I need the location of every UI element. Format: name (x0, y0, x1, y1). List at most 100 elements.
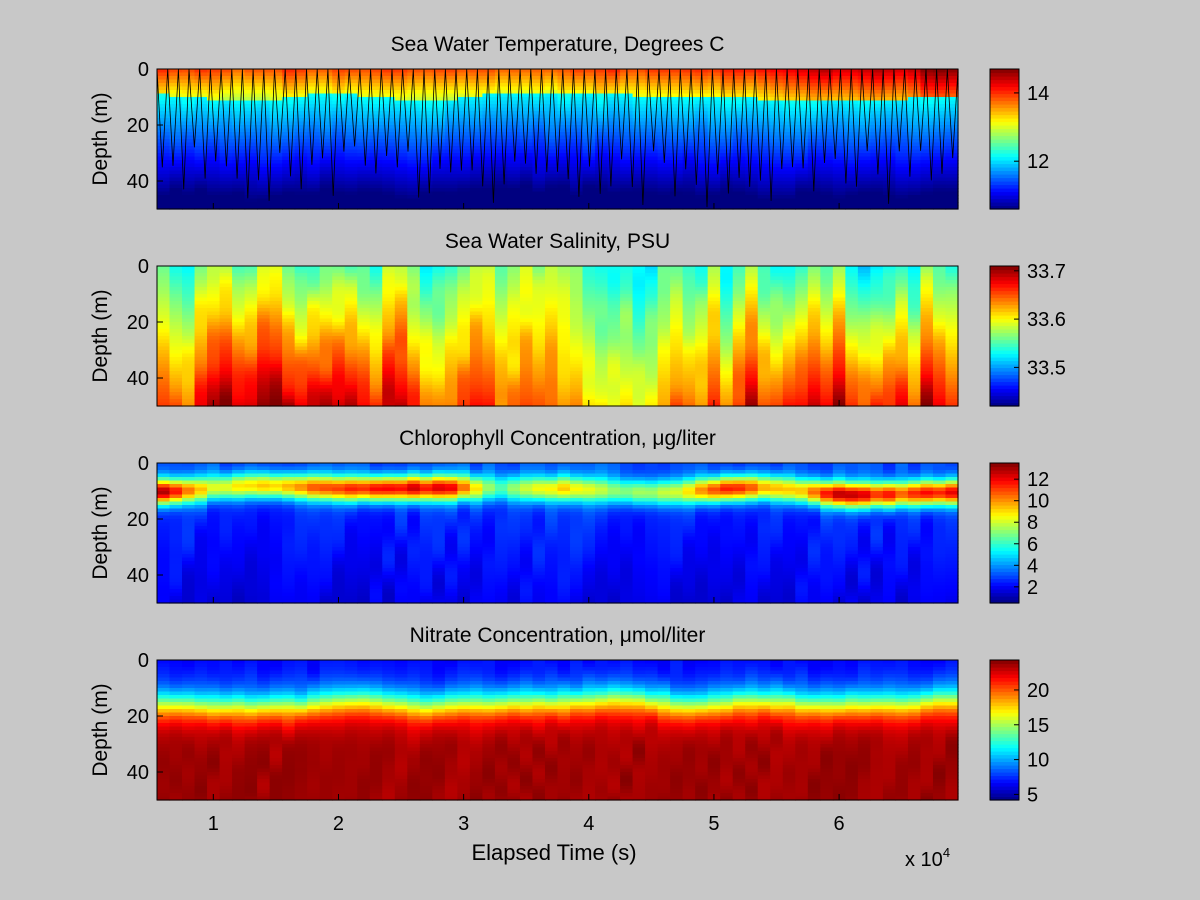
heatmap-cell (344, 163, 358, 168)
heatmap-cell (582, 276, 596, 281)
heatmap-cell (570, 93, 584, 98)
heatmap-cell (932, 198, 947, 203)
heatmap-cell (907, 107, 922, 112)
heatmap-cell (519, 315, 534, 320)
heatmap-cell (732, 107, 746, 112)
heatmap-cell (332, 318, 346, 323)
heatmap-cell (882, 121, 897, 126)
heatmap-cell (920, 114, 934, 119)
heatmap-cell (845, 139, 859, 144)
heatmap-cell (695, 280, 709, 285)
heatmap-cell (319, 381, 333, 386)
heatmap-cell (595, 142, 609, 147)
heatmap-cell (544, 273, 559, 278)
heatmap-cell (657, 149, 671, 154)
heatmap-cell (207, 174, 221, 179)
heatmap-cell (244, 322, 258, 327)
heatmap-cell (369, 198, 383, 203)
heatmap-cell (807, 191, 821, 196)
heatmap-cell (432, 72, 446, 77)
heatmap-cell (720, 297, 734, 302)
heatmap-cell (269, 69, 283, 74)
heatmap-cell (945, 174, 959, 179)
heatmap-cell (532, 301, 546, 306)
heatmap-cell (357, 378, 371, 383)
heatmap-cell (770, 385, 784, 390)
heatmap-cell (932, 188, 947, 193)
heatmap-cell (169, 121, 183, 126)
heatmap-cell (670, 266, 684, 271)
heatmap-cell (157, 322, 171, 327)
heatmap-cell (557, 343, 571, 348)
heatmap-cell (895, 269, 909, 274)
heatmap-cell (895, 294, 909, 299)
heatmap-cell (482, 360, 496, 365)
heatmap-cell (307, 121, 321, 126)
heatmap-cell (707, 343, 721, 348)
heatmap-cell (582, 357, 596, 362)
heatmap-cell (219, 280, 233, 285)
heatmap-cell (695, 149, 709, 154)
heatmap-cell (432, 353, 446, 358)
heatmap-cell (232, 301, 246, 306)
heatmap-cell (695, 357, 709, 362)
heatmap-cell (757, 153, 771, 158)
heatmap-cell (457, 149, 471, 154)
heatmap-cell (207, 336, 221, 341)
heatmap-cell (169, 181, 183, 186)
heatmap-cell (369, 399, 383, 404)
heatmap-cell (207, 304, 221, 309)
heatmap-cell (670, 294, 684, 299)
heatmap-cell (645, 177, 659, 182)
heatmap-cell (857, 378, 871, 383)
heatmap-cell (169, 83, 183, 88)
heatmap-cell (369, 132, 383, 137)
heatmap-cell (832, 97, 846, 102)
heatmap-cell (657, 163, 671, 168)
heatmap-cell (269, 357, 283, 362)
heatmap-cell (507, 357, 521, 362)
heatmap-cell (745, 290, 759, 295)
heatmap-cell (232, 357, 246, 362)
heatmap-cell (344, 395, 358, 400)
heatmap-cell (670, 297, 684, 302)
heatmap-cell (857, 195, 871, 200)
heatmap-cell (432, 371, 446, 376)
heatmap-cell (832, 392, 846, 397)
heatmap-cell (419, 269, 433, 274)
heatmap-cell (807, 297, 821, 302)
heatmap-cell (207, 153, 221, 158)
heatmap-cell (469, 360, 484, 365)
heatmap-cell (832, 360, 846, 365)
heatmap-cell (707, 318, 721, 323)
heatmap-cell (907, 97, 922, 102)
heatmap-cell (544, 364, 559, 369)
heatmap-cell (182, 142, 196, 147)
heatmap-cell (632, 374, 646, 379)
heatmap-cell (469, 167, 484, 172)
heatmap-cell (307, 371, 321, 376)
heatmap-cell (257, 132, 271, 137)
heatmap-cell (482, 297, 496, 302)
heatmap-cell (582, 181, 596, 186)
heatmap-cell (807, 318, 821, 323)
heatmap-cell (607, 135, 621, 140)
heatmap-cell (795, 93, 809, 98)
heatmap-cell (620, 290, 634, 295)
heatmap-cell (782, 163, 796, 168)
heatmap-cell (382, 374, 396, 379)
heatmap-cell (807, 205, 821, 210)
heatmap-cell (732, 360, 746, 365)
heatmap-cell (407, 160, 421, 165)
heatmap-cell (707, 142, 721, 147)
heatmap-cell (382, 402, 396, 407)
heatmap-cell (294, 111, 308, 116)
heatmap-cell (895, 139, 909, 144)
heatmap-cell (257, 184, 271, 189)
heatmap-cell (582, 72, 596, 77)
heatmap-cell (382, 381, 396, 386)
heatmap-cell (207, 297, 221, 302)
heatmap-cell (595, 308, 609, 313)
heatmap-cell (182, 149, 196, 154)
heatmap-cell (832, 339, 846, 344)
